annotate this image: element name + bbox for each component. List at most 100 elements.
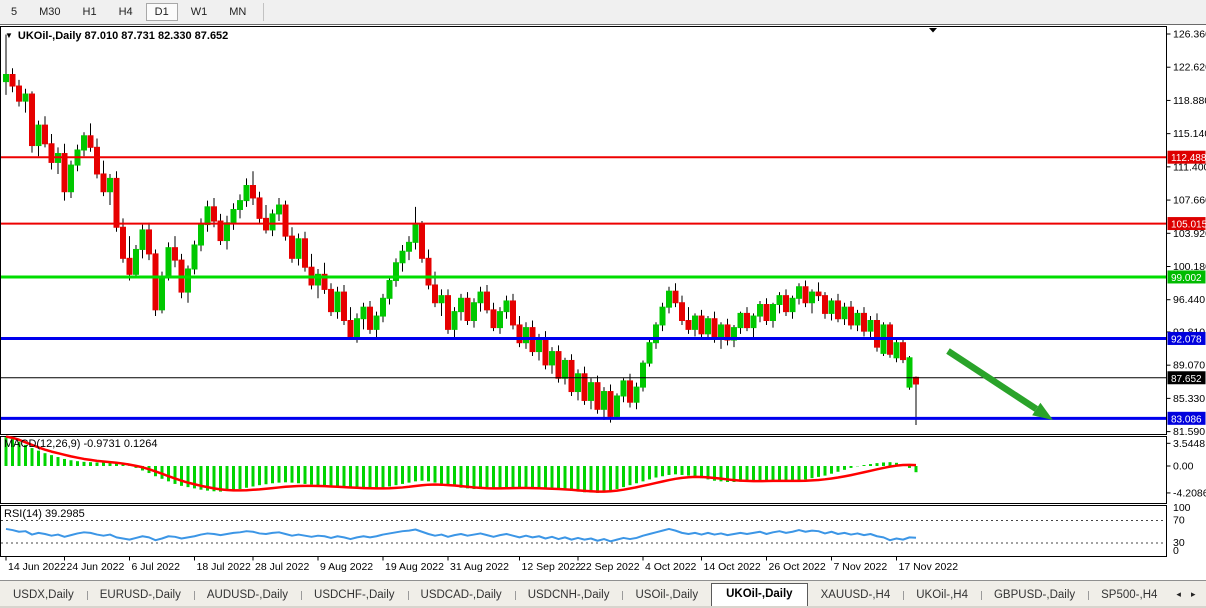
tab-scroll-left-icon[interactable]: ◂ xyxy=(1176,589,1181,599)
macd-label: MACD(12,26,9) -0.9731 0.1264 xyxy=(4,438,157,450)
symbol-tab-ukoil-daily[interactable]: UKOil-,Daily xyxy=(711,583,808,606)
candle-body xyxy=(646,342,653,364)
symbol-tab-usdcnh-daily[interactable]: USDCNH-,Daily xyxy=(514,585,623,606)
timeframe-button-w1[interactable]: W1 xyxy=(190,6,208,18)
price-badge-label: 99.002 xyxy=(1171,273,1202,284)
symbol-tab-ukoil-h4[interactable]: UKOil-,H4 xyxy=(903,585,981,606)
date-tick-label: 22 Sep 2022 xyxy=(580,561,640,573)
rsi-tick-label: 70 xyxy=(1173,515,1185,527)
price-tick-label: 96.440 xyxy=(1173,294,1205,306)
candle-body xyxy=(523,327,529,344)
macd-tick-label: -4.2086 xyxy=(1173,487,1206,499)
candle-body xyxy=(276,204,282,215)
trend-arrow-head-icon[interactable] xyxy=(1032,402,1053,420)
candle-body xyxy=(432,284,438,304)
symbol-tab-gbpusd-daily[interactable]: GBPUSD-,Daily xyxy=(980,585,1088,606)
candle-body xyxy=(718,324,724,339)
window-edge xyxy=(0,606,1206,608)
price-badge-label: 92.078 xyxy=(1171,334,1202,345)
date-tick-label: 28 Jul 2022 xyxy=(255,561,309,573)
candle-body xyxy=(640,362,646,388)
candle-body xyxy=(217,220,224,242)
candle-body xyxy=(406,241,412,252)
candle-body xyxy=(289,235,295,259)
candle-body xyxy=(16,85,22,102)
tab-scroll-right-icon[interactable]: ▸ xyxy=(1190,589,1196,599)
candle-body xyxy=(198,224,204,246)
timeframe-button-d1[interactable]: D1 xyxy=(145,3,178,21)
candle-body xyxy=(458,297,464,313)
trend-arrow-shaft[interactable] xyxy=(946,348,1039,412)
candle-body xyxy=(126,257,133,275)
collapse-icon[interactable]: ▼ xyxy=(5,30,13,40)
candle-body xyxy=(347,320,354,337)
candle-body xyxy=(627,380,633,403)
symbol-tab-usdcad-daily[interactable]: USDCAD-,Daily xyxy=(407,585,515,606)
candle-body xyxy=(399,250,406,264)
candle-body xyxy=(269,213,276,231)
candle-body xyxy=(549,351,555,366)
macd-signal-line xyxy=(5,435,917,493)
candle-body xyxy=(3,73,9,83)
price-axis[interactable]: 126.360 122.620 118.880 115.140 111.400 107.6… xyxy=(1166,29,1206,558)
timeframe-button-h4[interactable]: H4 xyxy=(118,6,133,18)
candle-body xyxy=(237,200,243,210)
symbol-tab-sp500-h4[interactable]: SP500-,H4 xyxy=(1088,585,1170,606)
date-tick-label: 7 Nov 2022 xyxy=(834,561,888,573)
timeframe-button-h1[interactable]: H1 xyxy=(82,6,97,18)
rsi-tick-label: 0 xyxy=(1173,545,1179,557)
candle-body xyxy=(555,351,562,379)
symbol-tab-eurusd-daily[interactable]: EURUSD-,Daily xyxy=(86,585,194,606)
candle-body xyxy=(230,208,237,224)
candle-body xyxy=(321,273,328,290)
symbol-tab-xauusd-h4[interactable]: XAUUSD-,H4 xyxy=(820,589,891,601)
candle-body xyxy=(536,337,542,353)
candle-body xyxy=(510,300,516,326)
price-tick-label: 126.360 xyxy=(1173,29,1206,41)
macd-tick-label: 3.5448 xyxy=(1173,438,1205,450)
candle-body xyxy=(698,315,705,335)
date-axis[interactable]: 14 Jun 2022 24 Jun 2022 6 Jul 2022 18 Jul 2… xyxy=(5,556,958,574)
candle-body xyxy=(42,124,48,145)
date-tick-label: 9 Aug 2022 xyxy=(320,561,373,573)
candle-body xyxy=(302,238,308,268)
symbol-tab-usoil-daily[interactable]: USOil-,Daily xyxy=(622,585,711,606)
candle-body xyxy=(29,93,35,147)
rsi-label: RSI(14) 39.2985 xyxy=(4,508,85,520)
candle-body xyxy=(386,280,393,299)
symbol-tab-usdx-daily[interactable]: USDX,Daily xyxy=(13,589,74,601)
symbol-tab-usdchf-daily[interactable]: USDCHF-,Daily xyxy=(301,585,408,606)
candle-body xyxy=(789,297,796,313)
candle-body xyxy=(471,302,477,322)
candle-body xyxy=(185,268,191,293)
date-tick-label: 12 Sep 2022 xyxy=(522,561,582,573)
candle-body xyxy=(783,295,789,313)
price-tick-label: 100.180 xyxy=(1173,261,1206,273)
candle-body xyxy=(172,247,178,261)
candle-body xyxy=(484,291,490,311)
candle-body xyxy=(120,226,126,259)
date-tick-label: 24 Jun 2022 xyxy=(67,561,125,573)
timeframe-button-mn[interactable]: MN xyxy=(229,6,247,18)
timeframe-button-m30[interactable]: M30 xyxy=(39,6,61,18)
candle-body xyxy=(796,286,802,299)
timeframe-button-5[interactable]: 5 xyxy=(11,6,18,18)
candle-body xyxy=(841,306,848,320)
chart-area[interactable]: MACD(12,26,9) -0.9731 0.1264 RSI(14) 39.2… xyxy=(0,25,1206,580)
candle-body xyxy=(490,309,497,329)
chart-canvas[interactable]: MACD(12,26,9) -0.9731 0.1264 RSI(14) 39.2… xyxy=(0,25,1206,580)
candle-body xyxy=(607,391,614,417)
symbol-tab-audusd-daily[interactable]: AUDUSD-,Daily xyxy=(193,585,301,606)
candle-body xyxy=(854,312,861,326)
candle-body xyxy=(354,318,360,337)
price-tick-label: 103.920 xyxy=(1173,228,1206,240)
candle-body xyxy=(113,177,120,228)
candle-body xyxy=(315,273,321,286)
date-tick-label: 6 Jul 2022 xyxy=(132,561,181,573)
candle-body xyxy=(731,327,737,341)
price-badge-label: 83.086 xyxy=(1171,414,1202,425)
rsi-pane[interactable] xyxy=(0,505,1167,557)
candle-body xyxy=(438,295,445,304)
date-tick-label: 31 Aug 2022 xyxy=(450,561,509,573)
candle-body xyxy=(802,286,809,304)
